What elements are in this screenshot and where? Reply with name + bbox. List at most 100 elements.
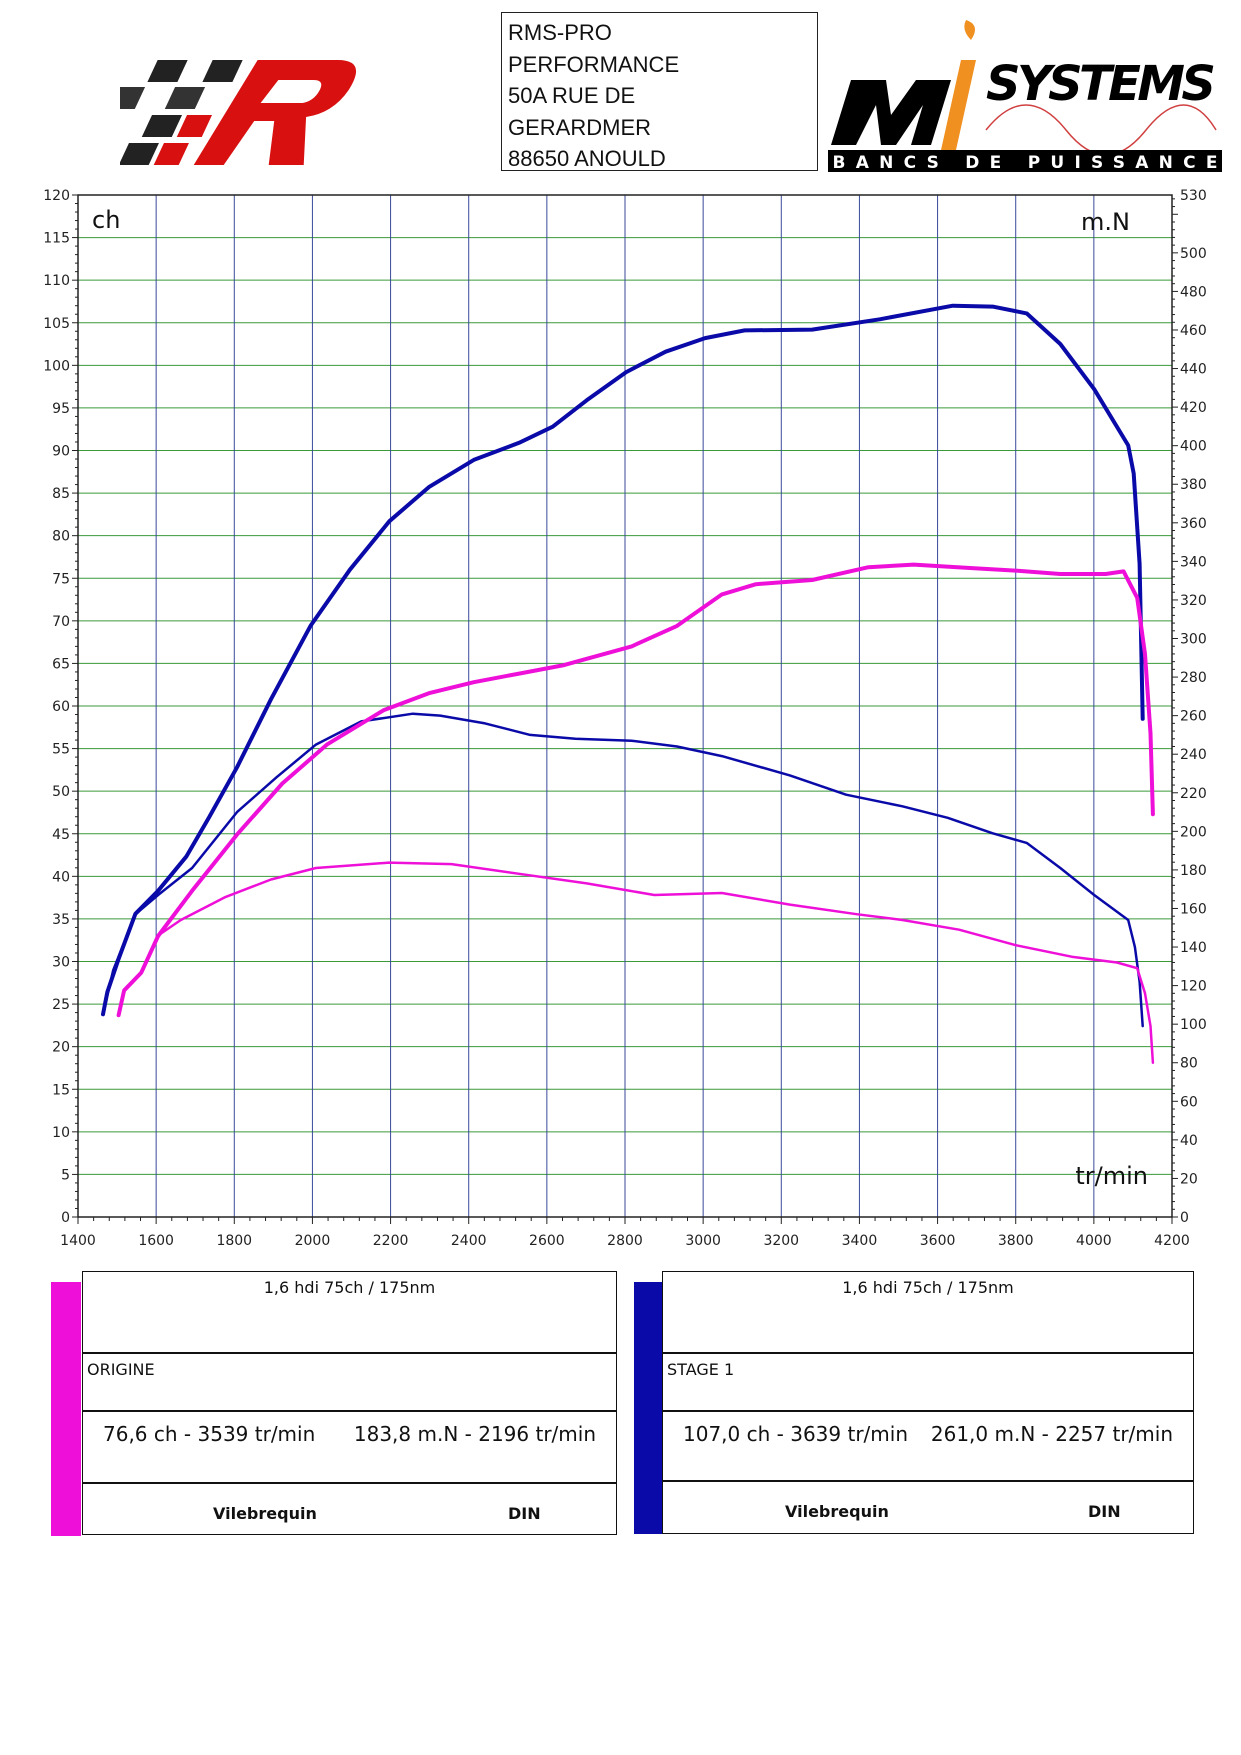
max-power: 76,6 ch - 3539 tr/min	[103, 1422, 316, 1446]
series-stage-1-power	[101, 303, 1145, 1017]
run-name: ORIGINE	[83, 1354, 616, 1412]
vehicle-label: 1,6 hdi 75ch / 175nm	[83, 1272, 616, 1354]
y-left-tick-label: 115	[43, 231, 70, 247]
y-right-tick-label: 200	[1180, 824, 1207, 840]
norm-label: DIN	[508, 1504, 541, 1523]
y-left-tick-label: 105	[43, 316, 70, 332]
y-right-tick-label: 20	[1180, 1171, 1198, 1187]
y-left-axis-label: ch	[92, 206, 120, 234]
address-box: RMS-PRO PERFORMANCE 50A RUE DE GERARDMER…	[501, 12, 818, 171]
x-tick-label: 2000	[295, 1233, 331, 1249]
x-tick-label: 4200	[1154, 1233, 1190, 1249]
svg-text:SYSTEMS: SYSTEMS	[986, 56, 1216, 112]
y-right-tick-label: 530	[1180, 188, 1207, 204]
max-values: 107,0 ch - 3639 tr/min 261,0 m.N - 2257 …	[663, 1412, 1193, 1482]
y-left-tick-label: 85	[52, 486, 70, 502]
y-right-tick-label: 40	[1180, 1133, 1198, 1149]
y-left-tick-label: 65	[52, 656, 70, 672]
mode-row: Vilebrequin DIN	[663, 1482, 1193, 1532]
y-left-tick-label: 35	[52, 912, 70, 928]
legend-color-origine	[51, 1282, 81, 1536]
x-tick-label: 2200	[373, 1233, 409, 1249]
run-name: STAGE 1	[663, 1354, 1193, 1412]
y-left-tick-label: 55	[52, 742, 70, 758]
y-right-tick-label: 280	[1180, 670, 1207, 686]
y-left-tick-label: 60	[52, 699, 70, 715]
x-axis-label: tr/min	[1075, 1162, 1148, 1190]
mi-systems-logo: SYSTEMS BANCS DE PUISSANCE	[828, 20, 1222, 172]
address-line: 50A RUE DE	[508, 83, 636, 108]
address-line: GERARDMER	[508, 114, 652, 140]
series-origine-power	[116, 562, 1155, 1018]
y-right-tick-label: 480	[1180, 284, 1207, 300]
max-torque: 261,0 m.N - 2257 tr/min	[930, 1422, 1173, 1446]
y-left-tick-label: 25	[52, 997, 70, 1013]
y-left-tick-label: 0	[61, 1210, 70, 1226]
y-left-tick-label: 90	[52, 444, 70, 460]
y-right-tick-label: 440	[1180, 362, 1207, 378]
y-right-tick-label: 240	[1180, 747, 1207, 763]
legend-box-stage1: 1,6 hdi 75ch / 175nm STAGE 1 107,0 ch - …	[662, 1271, 1194, 1534]
y-right-axis-label: m.N	[1081, 208, 1130, 236]
y-left-tick-label: 80	[52, 529, 70, 545]
y-right-tick-label: 360	[1180, 516, 1207, 532]
y-right-tick-label: 340	[1180, 554, 1207, 570]
y-left-tick-label: 15	[52, 1082, 70, 1098]
address-line: RMS-PRO	[508, 20, 612, 45]
y-right-tick-label: 380	[1180, 477, 1207, 493]
y-right-tick-label: 100	[1180, 1017, 1207, 1033]
y-right-tick-label: 320	[1180, 593, 1207, 609]
y-left-tick-label: 30	[52, 955, 70, 971]
y-right-tick-label: 120	[1180, 979, 1207, 995]
dyno-chart: 0 5 10 15 20 25 30 35 40 45 50 55 60 65 70 75 80 85 90 95 10…	[43, 188, 1207, 1249]
y-right-tick-label: 260	[1180, 709, 1207, 725]
norm-label: DIN	[1088, 1502, 1121, 1521]
x-tick-label: 3600	[920, 1233, 956, 1249]
y-left-tick-label: 75	[52, 571, 70, 587]
y-right-tick-label: 160	[1180, 901, 1207, 917]
mode-row: Vilebrequin DIN	[83, 1484, 616, 1534]
max-values: 76,6 ch - 3539 tr/min 183,8 m.N - 2196 t…	[83, 1412, 616, 1484]
y-left-tick-label: 110	[43, 273, 70, 289]
x-tick-label: 3200	[763, 1233, 799, 1249]
x-tick-label: 3800	[998, 1233, 1034, 1249]
legend-color-stage1	[634, 1282, 664, 1534]
y-right-tick-label: 140	[1180, 940, 1207, 956]
y-right-tick-label: 180	[1180, 863, 1207, 879]
x-tick-label: 2600	[529, 1233, 565, 1249]
y-right-tick-label: 80	[1180, 1056, 1198, 1072]
x-tick-label: 3000	[685, 1233, 721, 1249]
y-left-tick-label: 40	[52, 869, 70, 885]
legend-box-origine: 1,6 hdi 75ch / 175nm ORIGINE 76,6 ch - 3…	[82, 1271, 617, 1535]
series-origine-torque	[117, 861, 1155, 1064]
x-tick-label: 4000	[1076, 1233, 1112, 1249]
y-left-tick-label: 10	[52, 1125, 70, 1141]
y-right-tick-label: 400	[1180, 439, 1207, 455]
y-right-tick-label: 500	[1180, 246, 1207, 262]
x-tick-label: 1800	[216, 1233, 252, 1249]
mode-label: Vilebrequin	[213, 1504, 317, 1523]
x-tick-label: 1400	[60, 1233, 96, 1249]
y-left-tick-label: 45	[52, 827, 70, 843]
x-tick-label: 2800	[607, 1233, 643, 1249]
address-line: PERFORMANCE	[508, 51, 680, 77]
y-right-tick-label: 220	[1180, 786, 1207, 802]
mode-label: Vilebrequin	[785, 1502, 889, 1521]
y-left-tick-label: 20	[52, 1040, 70, 1056]
address-line: 88650 ANOULD	[508, 146, 666, 171]
y-left-tick-label: 5	[61, 1167, 70, 1183]
x-tick-label: 2400	[451, 1233, 487, 1249]
y-right-tick-label: 460	[1180, 323, 1207, 339]
x-tick-label: 3400	[842, 1233, 878, 1249]
series-stage-1-torque	[101, 712, 1144, 1028]
y-left-tick-label: 70	[52, 614, 70, 630]
vehicle-label: 1,6 hdi 75ch / 175nm	[663, 1272, 1193, 1354]
y-left-tick-label: 95	[52, 401, 70, 417]
y-left-tick-label: 50	[52, 784, 70, 800]
max-torque: 183,8 m.N - 2196 tr/min	[353, 1422, 596, 1446]
y-right-tick-label: 300	[1180, 632, 1207, 648]
rms-logo	[120, 60, 357, 165]
x-tick-label: 1600	[138, 1233, 174, 1249]
y-left-tick-label: 120	[43, 188, 70, 204]
y-right-tick-label: 60	[1180, 1094, 1198, 1110]
